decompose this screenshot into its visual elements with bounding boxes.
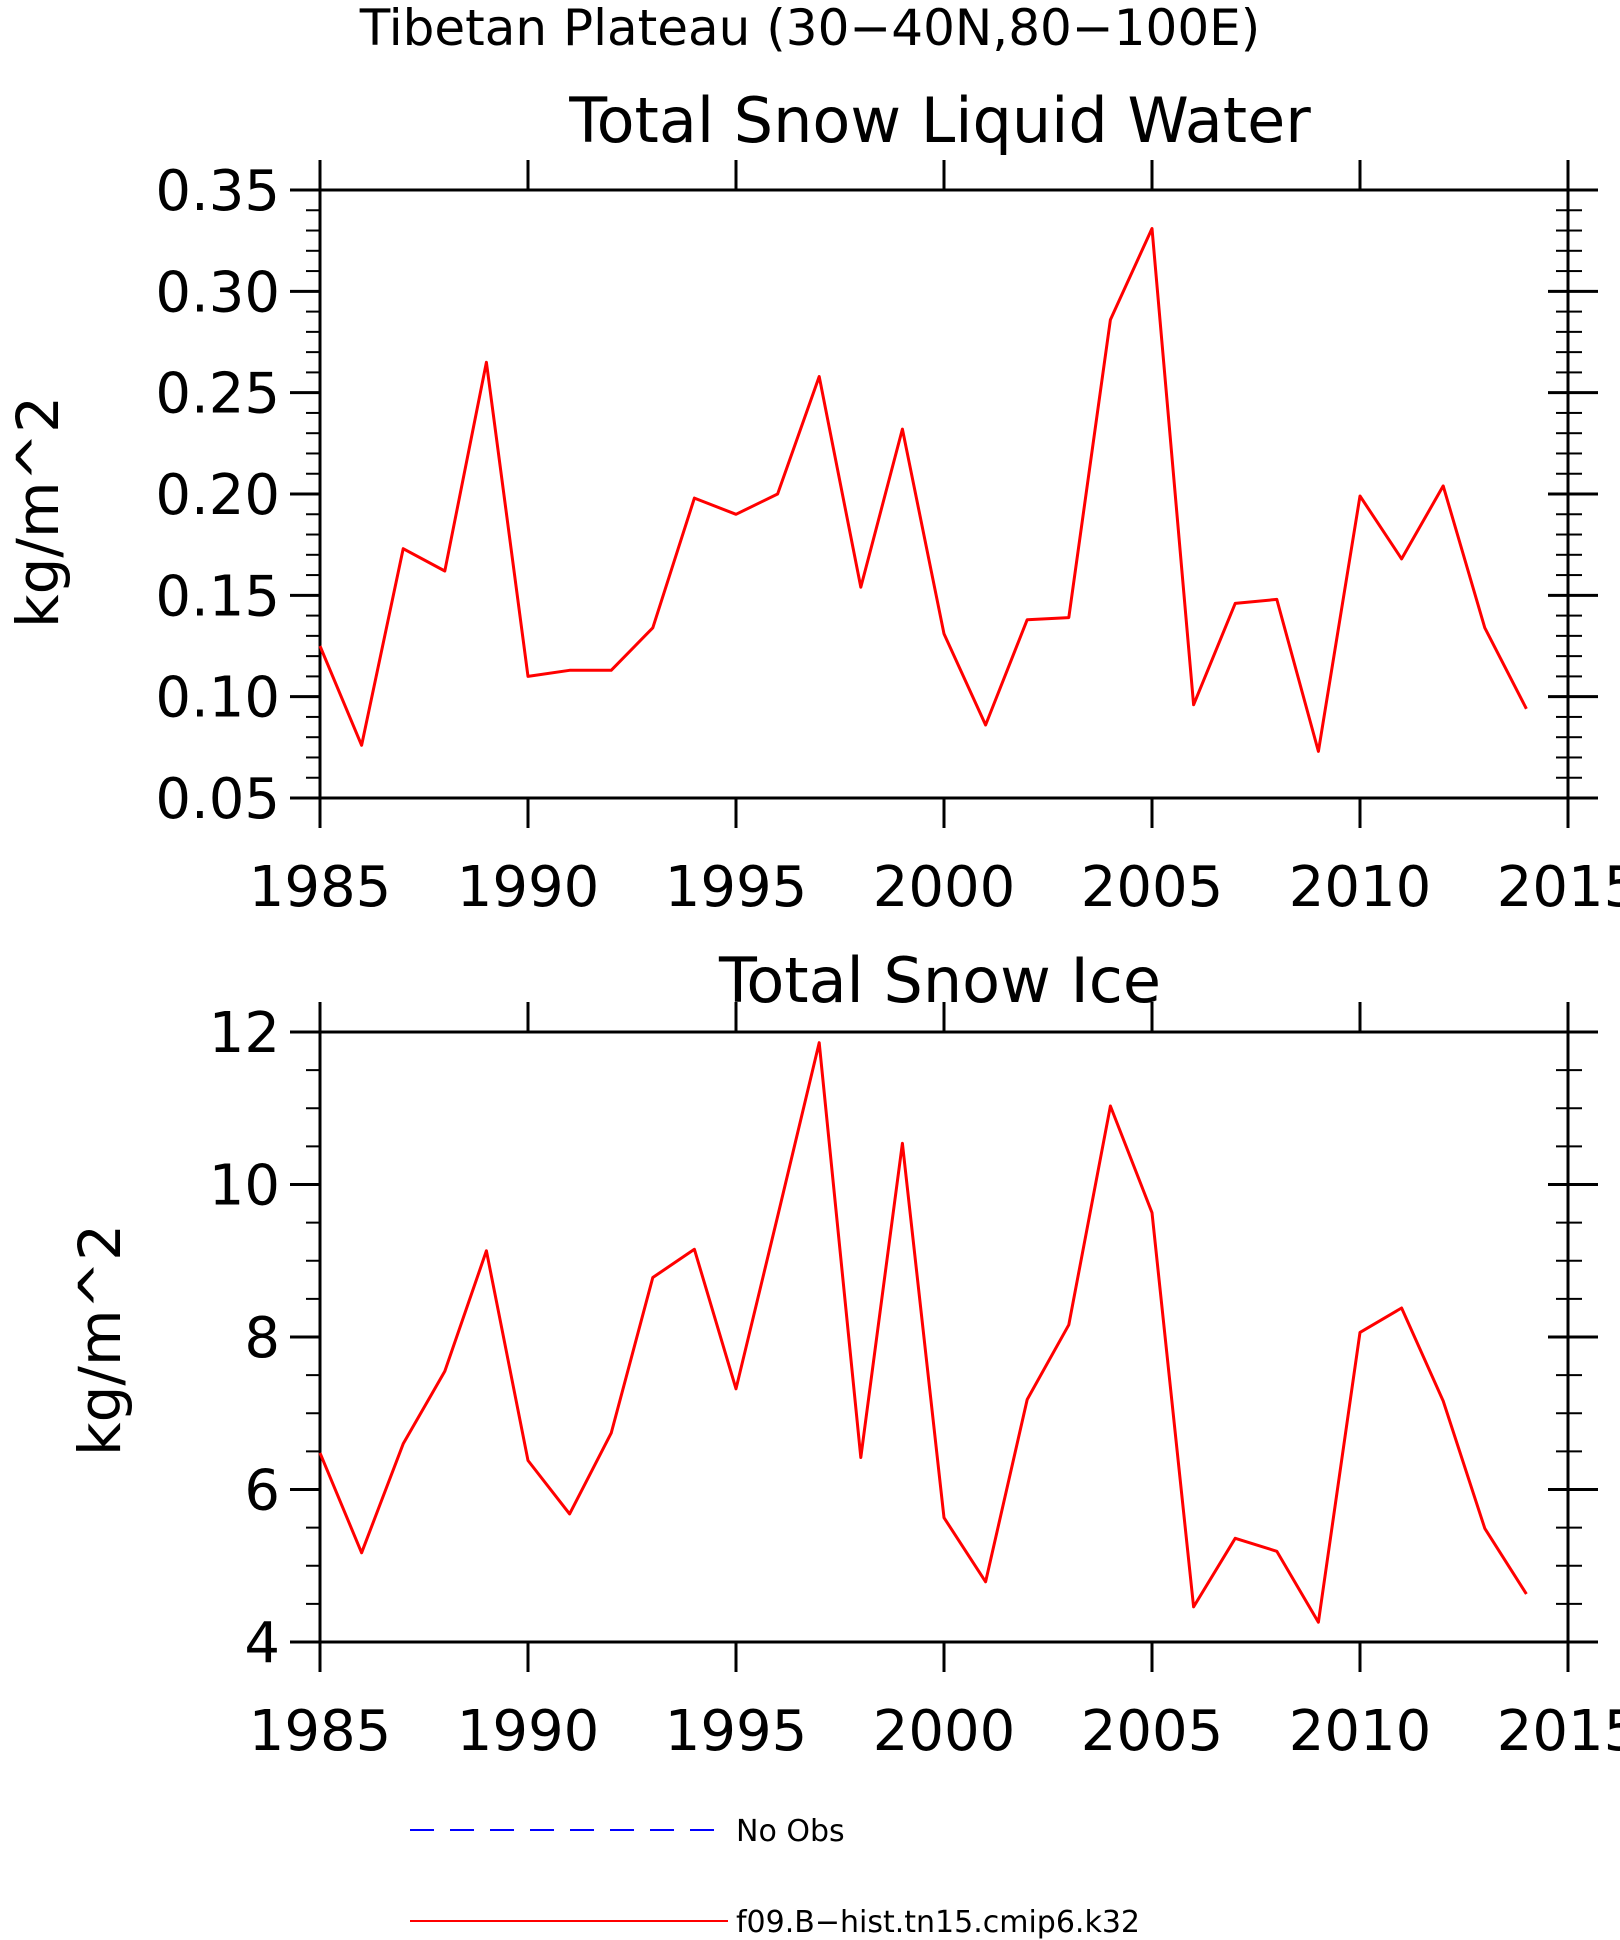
y-tick-label: 0.30 [155,260,280,325]
x-tick-label: 1995 [665,1699,808,1764]
x-tick-label: 2000 [873,1699,1016,1764]
chart-title: Total Snow Ice [718,944,1161,1017]
y-tick-label: 6 [244,1459,280,1524]
plot-frame [318,1030,1570,1644]
x-tick-label: 2010 [1289,1699,1432,1764]
x-tick-label: 2015 [1497,855,1620,920]
y-tick-label: 0.35 [155,159,280,224]
y-tick-label: 0.15 [155,564,280,629]
plot-frame [318,188,1570,800]
y-tick-label: 0.25 [155,362,280,427]
x-tick-label: 2015 [1497,1699,1620,1764]
figure-suptitle: Tibetan Plateau (30−40N,80−100E) [359,0,1261,57]
legend-label-no-obs: No Obs [736,1814,845,1849]
y-tick-label: 4 [244,1611,280,1676]
x-tick-label: 1985 [249,1699,392,1764]
x-tick-label: 2010 [1289,855,1432,920]
x-tick-label: 2000 [873,855,1016,920]
y-axis-label: kg/m^2 [4,396,72,628]
chart-panel-liquid-water: Total Snow Liquid Water kg/m^2 1985 1990 1… [4,84,1620,920]
y-tick-label: 0.05 [155,767,280,832]
series-line [318,1041,1528,1624]
x-tick-label: 1990 [457,1699,600,1764]
y-axis-label: kg/m^2 [66,1224,134,1456]
legend-label-model: f09.B−hist.tn15.cmip6.k32 [736,1905,1140,1940]
x-tick-label: 2005 [1081,1699,1224,1764]
legend: No Obs f09.B−hist.tn15.cmip6.k32 [410,1814,1140,1940]
series-line [318,227,1528,753]
y-tick-label: 0.10 [155,666,280,731]
x-tick-label: 1995 [665,855,808,920]
x-tick-label: 1990 [457,855,600,920]
x-tick-label: 2005 [1081,855,1224,920]
x-tick-label: 1985 [249,855,392,920]
y-tick-label: 8 [244,1306,280,1371]
chart-title: Total Snow Liquid Water [568,84,1311,157]
y-tick-label: 0.20 [155,463,280,528]
chart-panel-snow-ice: Total Snow Ice kg/m^2 1985 1990 1995 2000 20… [66,944,1620,1764]
y-tick-label: 12 [209,1001,280,1066]
y-tick-label: 10 [209,1154,280,1219]
